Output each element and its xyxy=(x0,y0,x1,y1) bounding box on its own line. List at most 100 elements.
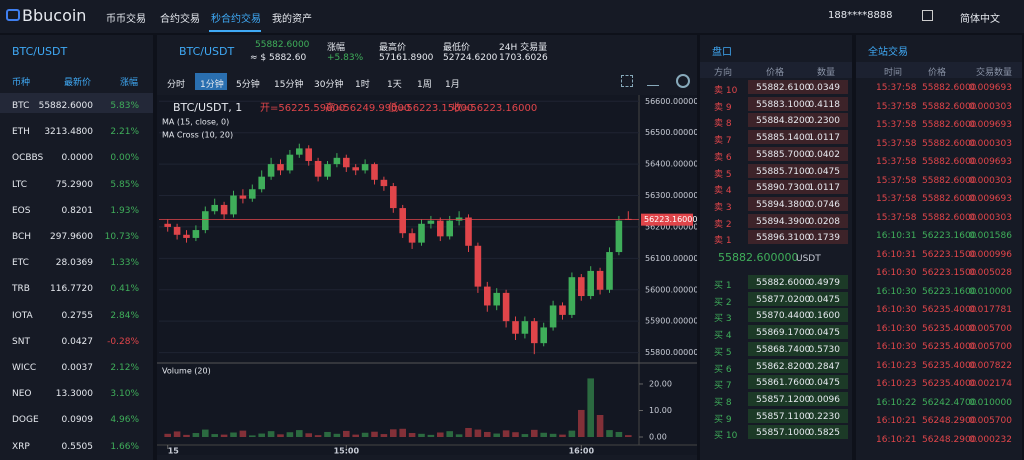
volume-bar xyxy=(399,428,406,437)
book-price[interactable]: 55862.8200 xyxy=(756,361,811,372)
book-price[interactable]: 55857.1100 xyxy=(756,411,811,422)
candle-body xyxy=(380,179,388,187)
logo[interactable]: Bbucoin xyxy=(22,6,87,25)
volume-bar xyxy=(455,434,463,437)
interval-button[interactable]: 5分钟 xyxy=(236,80,260,90)
book-price[interactable]: 55896.3100 xyxy=(756,233,811,244)
fullscreen-icon[interactable] xyxy=(621,75,633,87)
nav-item[interactable]: 我的资产 xyxy=(272,14,312,25)
book-price[interactable]: 55882.6000 xyxy=(756,278,811,288)
candle-body xyxy=(408,233,416,243)
market-symbol[interactable]: BCH xyxy=(12,232,32,242)
book-price[interactable]: 55883.1000 xyxy=(756,99,811,110)
trade-time: 16:10:30 xyxy=(876,342,917,352)
book-price[interactable]: 55861.7600 xyxy=(756,378,811,389)
book-price[interactable]: 55857.1000 xyxy=(756,428,811,439)
volume-bar xyxy=(465,427,472,437)
volume-bar xyxy=(173,431,181,437)
volume-bar xyxy=(258,433,265,437)
market-change: 0.41% xyxy=(110,284,139,295)
candle-body xyxy=(173,226,181,235)
trade-price: 56235.4000 xyxy=(922,323,977,334)
stat-label: 最高价 xyxy=(379,43,407,53)
interval-button[interactable]: 1月 xyxy=(445,80,460,90)
print-icon[interactable] xyxy=(922,10,933,21)
trade-time: 16:10:23 xyxy=(876,360,917,371)
side-label: 买 1 xyxy=(714,281,732,291)
candle-body xyxy=(512,321,519,334)
interval-button[interactable]: 分时 xyxy=(167,80,186,90)
side-label: 卖 10 xyxy=(714,86,738,96)
settings-icon[interactable] xyxy=(676,74,690,88)
market-symbol[interactable]: EOS xyxy=(12,205,31,216)
volume-bar xyxy=(390,429,397,437)
trade-qty: 0.017781 xyxy=(969,305,1012,315)
nav-item[interactable]: 合约交易 xyxy=(160,14,200,25)
volume-bar xyxy=(352,434,359,437)
book-price[interactable]: 55868.7400 xyxy=(756,344,811,355)
market-symbol[interactable]: BTC xyxy=(12,101,30,111)
column-header: 价格 xyxy=(766,68,785,78)
market-symbol[interactable]: NEO xyxy=(12,389,32,400)
market-change: 1.33% xyxy=(110,258,139,269)
book-price[interactable]: 55877.0200 xyxy=(756,294,811,305)
trade-qty: 0.009693 xyxy=(969,120,1012,130)
indicator-icon[interactable] xyxy=(647,75,659,86)
market-symbol[interactable]: WICC xyxy=(12,363,37,373)
book-qty: 1.0117 xyxy=(808,133,841,144)
interval-button[interactable]: 30分钟 xyxy=(314,80,344,90)
book-price[interactable]: 55894.3800 xyxy=(756,199,811,210)
book-price[interactable]: 55857.1200 xyxy=(756,394,811,405)
book-qty: 1.0117 xyxy=(808,183,841,194)
interval-button[interactable]: 1周 xyxy=(417,80,432,90)
interval-button[interactable]: 1分钟 xyxy=(200,80,224,90)
book-price[interactable]: 55894.3900 xyxy=(756,216,811,227)
volume-bar xyxy=(568,430,576,437)
book-price[interactable]: 55884.8200 xyxy=(756,116,811,127)
trade-qty: 0.007822 xyxy=(969,360,1012,371)
market-symbol[interactable]: LTC xyxy=(12,179,28,190)
interval-button[interactable]: 1时 xyxy=(355,80,370,90)
stat-label: 涨幅 xyxy=(327,43,346,53)
market-symbol[interactable]: ETC xyxy=(12,258,29,269)
interval-button[interactable]: 15分钟 xyxy=(274,80,304,90)
nav-item[interactable]: 秒合约交易 xyxy=(211,14,261,25)
market-symbol[interactable]: SNT xyxy=(12,336,30,347)
y-tick-label: 56500.00000 xyxy=(645,128,697,137)
price: 55882.6000 xyxy=(255,40,310,50)
trade-time: 16:10:21 xyxy=(876,434,917,445)
depth-bg xyxy=(748,358,848,373)
trade-price: 55882.6000 xyxy=(922,120,977,130)
market-symbol[interactable]: TRB xyxy=(12,284,30,295)
language[interactable]: 简体中文 xyxy=(960,14,1000,25)
market-symbol[interactable]: OCBBS xyxy=(12,153,44,164)
header-row-bg xyxy=(856,62,1022,78)
market-symbol[interactable]: ETH xyxy=(12,127,30,138)
book-price[interactable]: 55870.4400 xyxy=(756,311,811,322)
market-symbol[interactable]: DOGE xyxy=(12,415,39,426)
trade-price: 56242.4700 xyxy=(922,397,977,408)
candle-body xyxy=(568,277,576,315)
book-price[interactable]: 55869.1700 xyxy=(756,328,811,339)
volume-bar xyxy=(437,432,444,437)
book-price[interactable]: 55885.1400 xyxy=(756,133,811,144)
book-price[interactable]: 55885.7100 xyxy=(756,166,811,177)
user-account[interactable]: 188****8888 xyxy=(828,10,893,21)
market-panel: BTC/USDT 币种 最新价 涨幅 BTC 55882.6000 5.83% ETH 3213… xyxy=(0,35,153,460)
trade-qty: 0.005700 xyxy=(969,416,1012,426)
trade-time: 15:37:58 xyxy=(876,101,917,112)
candle-body xyxy=(324,164,331,177)
row-highlight xyxy=(0,93,153,113)
book-price[interactable]: 55890.7300 xyxy=(756,183,811,194)
book-price[interactable]: 55882.6100 xyxy=(756,83,811,93)
volume-bar xyxy=(239,430,247,437)
nav-item[interactable]: 币币交易 xyxy=(106,14,146,25)
top-nav: Bbucoin 188****8888 简体中文 xyxy=(0,0,1024,33)
book-price[interactable]: 55885.7000 xyxy=(756,149,811,160)
market-symbol[interactable]: XRP xyxy=(12,441,30,452)
interval-button[interactable]: 1天 xyxy=(387,80,402,90)
market-symbol[interactable]: IOTA xyxy=(12,310,33,321)
trade-qty: 0.000303 xyxy=(969,212,1012,223)
market-price: 116.7720 xyxy=(50,284,93,295)
